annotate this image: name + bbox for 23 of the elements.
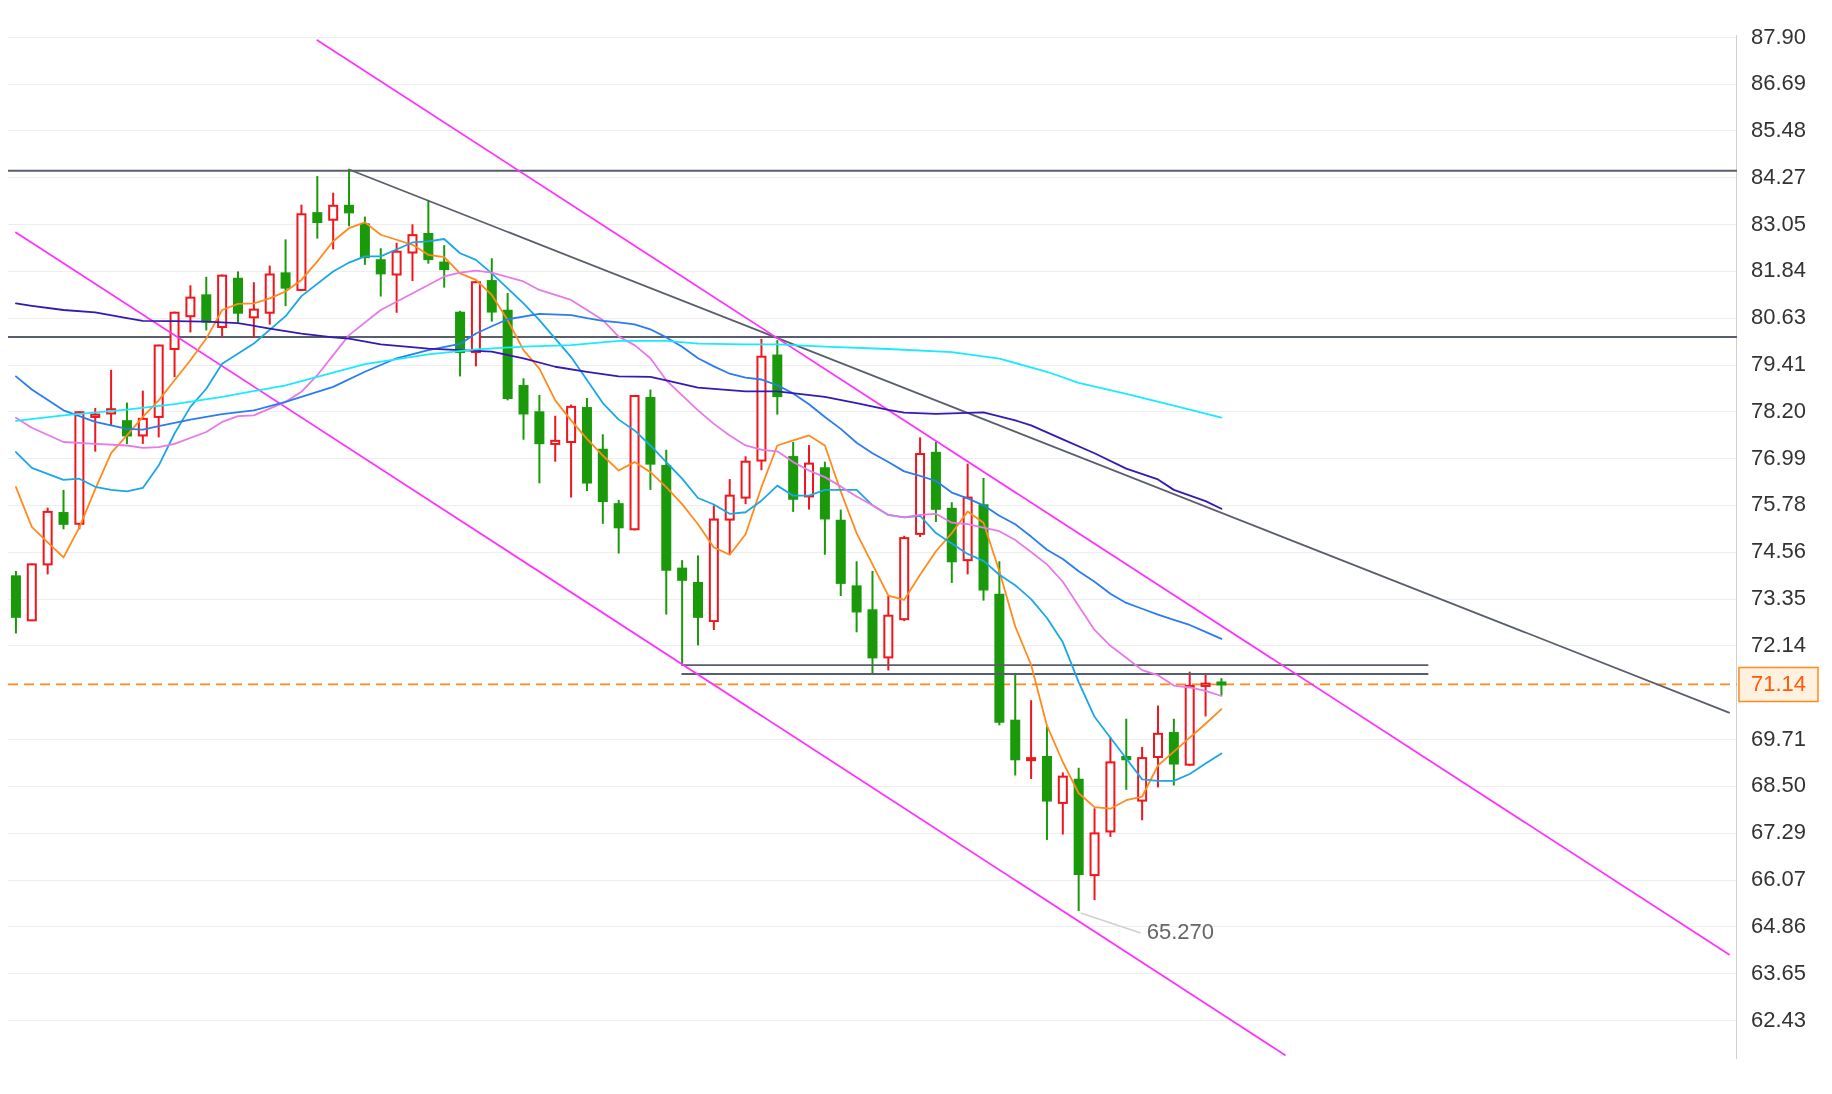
- y-tick-label: 62.43: [1750, 1006, 1807, 1032]
- y-tick-label: 85.48: [1750, 116, 1807, 142]
- y-tick-label: 87.90: [1750, 23, 1807, 49]
- y-tick-label: 86.69: [1750, 70, 1807, 96]
- y-tick-label: 66.07: [1750, 866, 1807, 892]
- y-tick-label: 75.78: [1750, 491, 1807, 517]
- y-tick-label: 84.27: [1750, 163, 1807, 189]
- y-tick-label: 68.50: [1750, 772, 1807, 798]
- y-tick-label: 83.05: [1750, 210, 1807, 236]
- y-tick-label: 72.14: [1750, 631, 1807, 657]
- y-tick-label: 78.20: [1750, 397, 1807, 423]
- y-tick-label: 80.63: [1750, 304, 1807, 330]
- y-tick-label: 76.99: [1750, 444, 1807, 470]
- y-tick-label: 69.71: [1750, 725, 1807, 751]
- y-tick-label: 63.65: [1750, 959, 1807, 985]
- y-tick-label: 74.56: [1750, 538, 1807, 564]
- y-tick-label: 64.86: [1750, 912, 1807, 938]
- annotation: 65.270: [1146, 919, 1214, 945]
- y-tick-label: 67.29: [1750, 819, 1807, 845]
- y-tick-label: 79.41: [1750, 351, 1807, 377]
- y-tick-label: 81.84: [1750, 257, 1807, 283]
- ref-line-label: 71.14: [1750, 671, 1807, 697]
- y-tick-label: 73.35: [1750, 585, 1807, 611]
